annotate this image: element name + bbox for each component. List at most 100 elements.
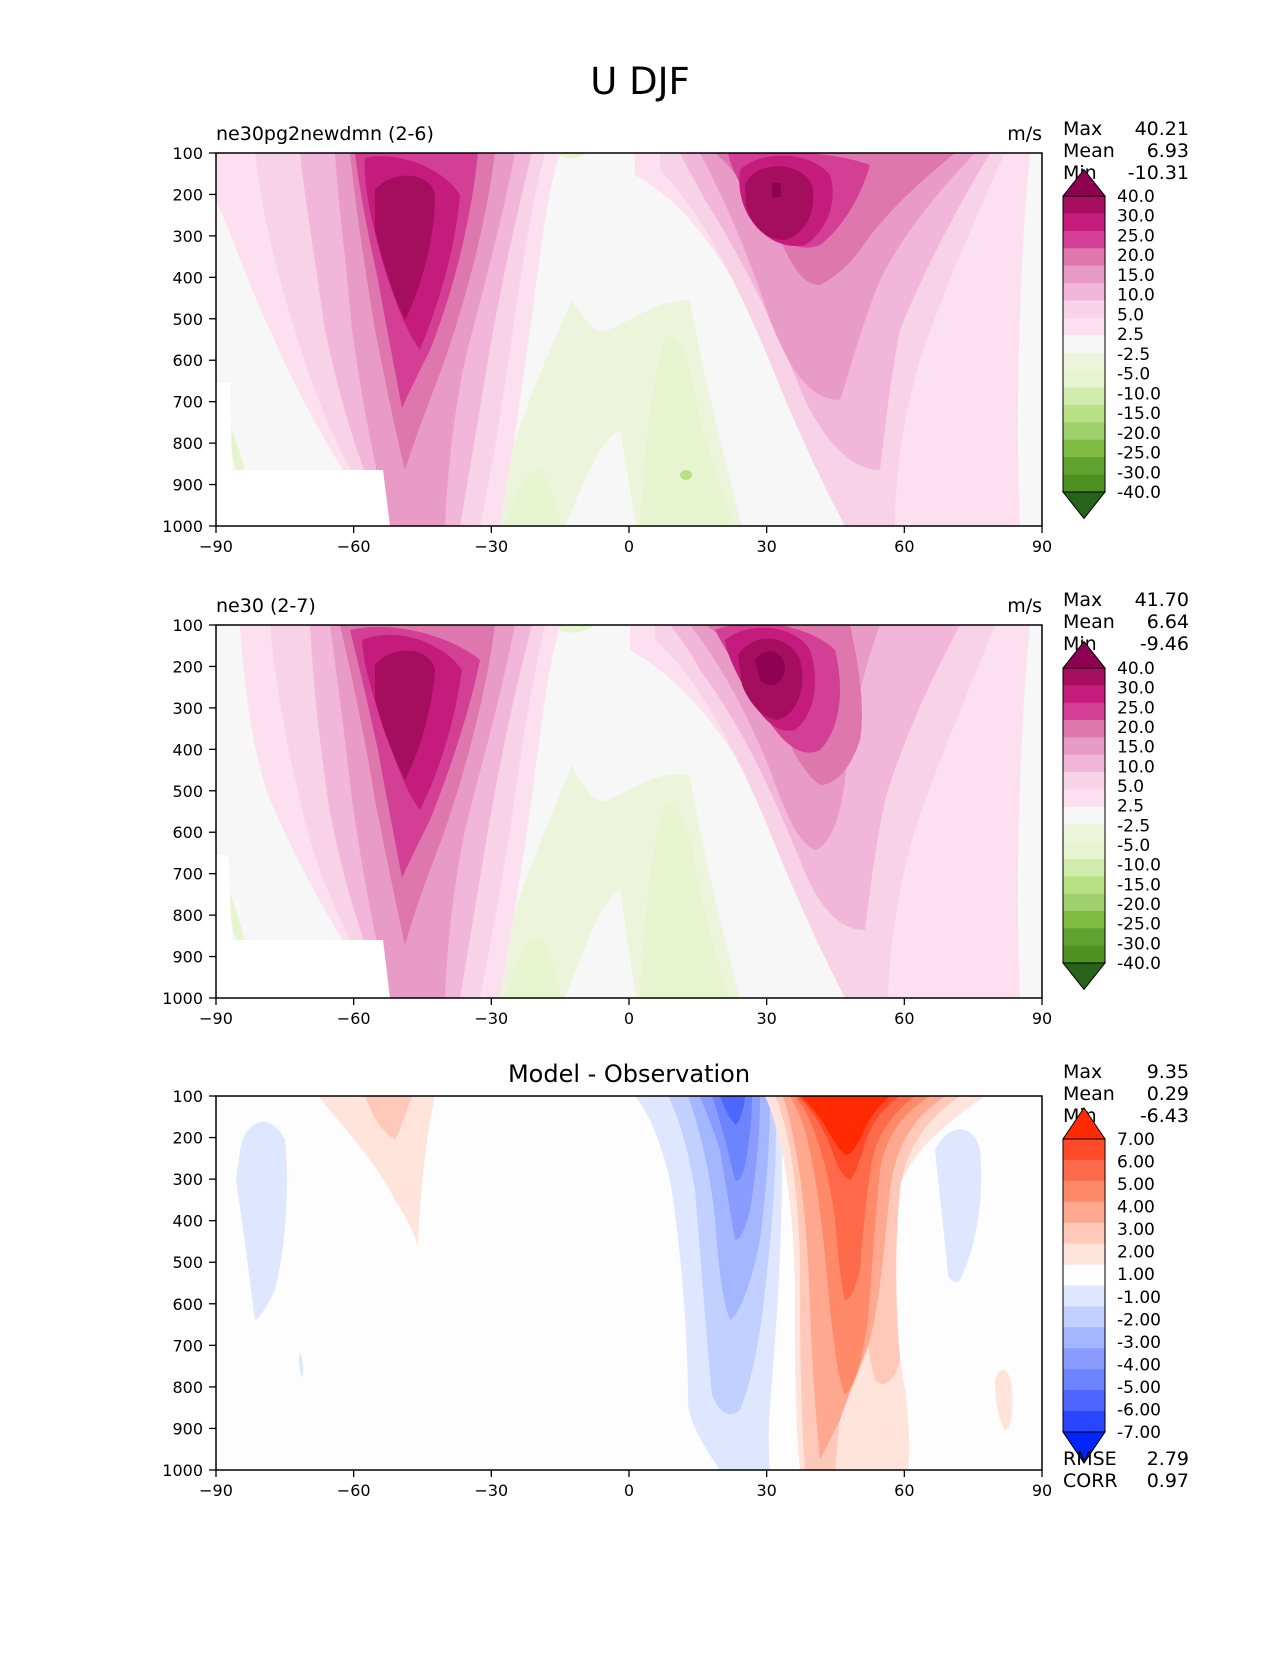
colorbar-swatch: [1063, 457, 1105, 476]
colorbar-swatch: [1063, 439, 1105, 458]
y-tick-label: 1000: [162, 989, 203, 1008]
colorbar-label: -15.0: [1117, 404, 1161, 424]
y-axis-reference: 100 200 300 400 500 600 700 800 900 1000: [162, 616, 216, 1008]
colorbar-swatch: [1063, 352, 1105, 371]
colorbar-label: -2.00: [1117, 1310, 1161, 1330]
x-tick-label: 30: [756, 1009, 776, 1028]
colorbar-label: -5.0: [1117, 365, 1150, 385]
colorbar-label: -25.0: [1117, 915, 1161, 935]
colorbar-swatch: [1063, 265, 1105, 284]
y-tick-label: 700: [172, 1336, 203, 1355]
stat-value: -9.46: [1140, 633, 1189, 655]
contour-field-reference: [216, 625, 1042, 998]
y-tick-label: 600: [172, 823, 203, 842]
stat-value: 9.35: [1147, 1061, 1189, 1083]
colorbar-swatch: [1063, 1306, 1105, 1328]
y-tick-label: 100: [172, 1087, 203, 1106]
colorbar-label: 5.0: [1117, 777, 1144, 797]
x-tick-label: −30: [474, 1481, 508, 1500]
colorbar-swatch: [1063, 685, 1105, 704]
panel-label-reference: ne30 (2-7): [216, 595, 316, 617]
colorbar-swatch: [1063, 1411, 1105, 1433]
stat-label: Max: [1063, 589, 1102, 611]
colorbar-swatch: [1063, 335, 1105, 354]
colorbar-label: -1.00: [1117, 1288, 1161, 1308]
colorbar-swatch: [1063, 1390, 1105, 1412]
y-tick-label: 400: [172, 740, 203, 759]
colorbar-frame: [1062, 195, 1106, 493]
x-tick-label: 90: [1032, 1481, 1052, 1500]
y-tick-label: 1000: [162, 517, 203, 536]
colorbar-label: 4.00: [1117, 1198, 1155, 1218]
colorbar-label: 25.0: [1117, 226, 1155, 246]
colorbar-swatch: [1063, 876, 1105, 895]
colorbar-label: 25.0: [1117, 698, 1155, 718]
x-tick-label: −30: [474, 537, 508, 556]
y-tick-label: 700: [172, 393, 203, 412]
colorbar-label: 15.0: [1117, 738, 1155, 758]
colorbar-swatch: [1063, 789, 1105, 808]
x-axis-difference: −90 −60 −30 0 30 60 90: [199, 1470, 1052, 1500]
y-tick-label: 600: [172, 351, 203, 370]
x-axis-test: −90 −60 −30 0 30 60 90: [199, 526, 1052, 556]
x-tick-label: 0: [624, 1009, 634, 1028]
colorbar-label: -6.00: [1117, 1400, 1161, 1420]
x-tick-label: 60: [894, 537, 914, 556]
y-tick-label: 800: [172, 906, 203, 925]
x-tick-label: 60: [894, 1009, 914, 1028]
contour-field-test: [216, 153, 1042, 526]
colorbar-swatch: [1063, 248, 1105, 267]
colorbar-label: 5.0: [1117, 305, 1144, 325]
units-label-reference: m/s: [1007, 595, 1042, 617]
y-tick-label: 600: [172, 1295, 203, 1314]
y-tick-label: 500: [172, 1253, 203, 1272]
y-tick-label: 500: [172, 310, 203, 329]
colorbar-swatch: [1063, 702, 1105, 721]
colorbar-swatch: [1063, 1222, 1105, 1245]
colorbar-label: 10.0: [1117, 757, 1155, 777]
colorbar-swatch: [1063, 928, 1105, 947]
colorbar-label: -5.0: [1117, 836, 1150, 856]
panel-label-test: ne30pg2newdmn (2-6): [216, 123, 434, 145]
colorbar-swatch: [1063, 945, 1105, 964]
stat-label: Max: [1063, 118, 1102, 140]
colorbar-swatch: [1063, 1243, 1105, 1266]
stat-label: Mean: [1063, 611, 1115, 633]
y-tick-label: 800: [172, 1378, 203, 1397]
colorbar-swatch: [1063, 1369, 1105, 1391]
x-tick-label: −60: [337, 1009, 371, 1028]
colorbar-label: -3.00: [1117, 1333, 1161, 1353]
colorbar-frame: [1062, 667, 1106, 964]
y-tick-label: 300: [172, 227, 203, 246]
metric-value: 2.79: [1147, 1448, 1189, 1470]
colorbar-label: 20.0: [1117, 246, 1155, 266]
y-tick-label: 300: [172, 699, 203, 718]
y-tick-label: 900: [172, 476, 203, 495]
colorbar-swatch: [1063, 1327, 1105, 1349]
colorbar-label: 30.0: [1117, 207, 1155, 227]
units-label-test: m/s: [1007, 123, 1042, 145]
x-tick-label: 0: [624, 1481, 634, 1500]
colorbar-swatch: [1063, 230, 1105, 249]
y-tick-label: 800: [172, 434, 203, 453]
colorbar-extend-min: [1061, 962, 1107, 991]
colorbar-frame: [1062, 1138, 1106, 1433]
colorbar-swatch: [1063, 858, 1105, 877]
colorbar-label: 2.00: [1117, 1243, 1155, 1263]
y-tick-label: 900: [172, 1419, 203, 1438]
colorbar-label: -7.00: [1117, 1423, 1161, 1443]
y-axis-test: 100 200 300 400 500 600 700 800 900 1000: [162, 144, 216, 536]
colorbar-reference: 40.030.025.020.015.010.05.02.5-2.5-5.0-1…: [1061, 640, 1161, 991]
x-tick-label: 60: [894, 1481, 914, 1500]
colorbar-swatch: [1063, 668, 1105, 686]
stat-value: 6.93: [1147, 140, 1189, 162]
panel-title-difference: Model - Observation: [508, 1060, 750, 1088]
colorbar-label: -40.0: [1117, 954, 1161, 974]
colorbar-label: -15.0: [1117, 875, 1161, 895]
colorbar-swatch: [1063, 317, 1105, 336]
stat-value: -10.31: [1128, 162, 1189, 184]
